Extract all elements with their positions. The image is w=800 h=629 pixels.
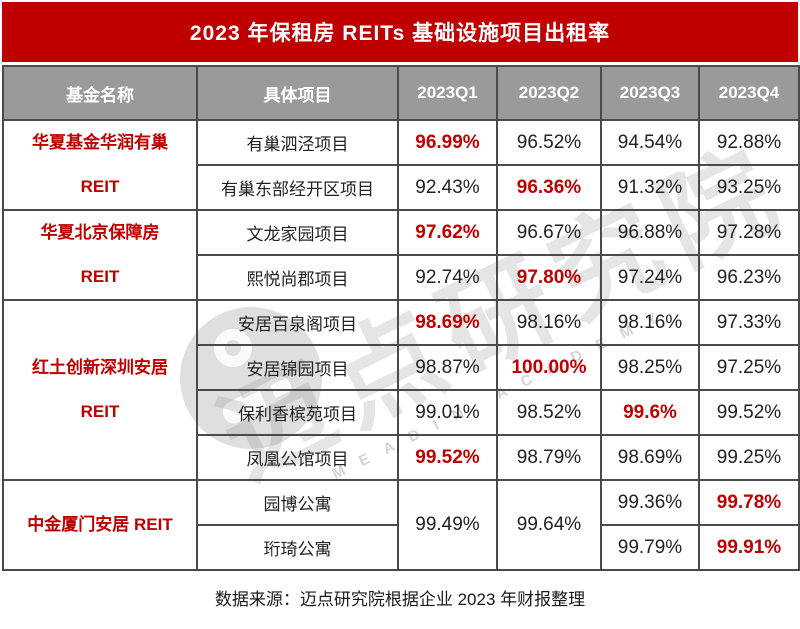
fund-name-cell: 红土创新深圳安居 REIT: [2, 299, 198, 481]
value-cell-highlight: 97.80%: [496, 254, 602, 301]
project-cell: 有巢东部经开区项目: [196, 164, 399, 211]
table-row: 有巢东部经开区项目 92.43% 96.36% 91.32% 93.25%: [3, 164, 800, 211]
header-2023q2: 2023Q2: [496, 65, 602, 121]
fund-name-cell: 中金厦门安居 REIT: [2, 479, 198, 571]
value-cell: 97.33%: [698, 299, 800, 346]
table-row: 华夏基金华润有巢 REIT 有巢泗泾项目 96.99% 96.52% 94.54% 92.8…: [2, 119, 800, 211]
value-cell: 92.43%: [397, 164, 498, 211]
data-source-note: 数据来源：迈点研究院根据企业 2023 年财报整理: [214, 590, 586, 609]
header-2023q4: 2023Q4: [698, 65, 800, 121]
value-cell-highlight: 99.91%: [698, 524, 800, 571]
project-cell: 安居百泉阁项目: [196, 299, 399, 346]
value-cell: 99.49%: [397, 479, 498, 571]
project-cell: 熙悦尚郡项目: [196, 254, 399, 301]
value-cell: 99.01%: [397, 389, 498, 436]
value-cell: 98.79%: [496, 434, 602, 481]
value-cell: 99.52%: [698, 389, 800, 436]
value-cell: 98.87%: [397, 344, 498, 391]
fund-name-line: 华夏北京保障房: [40, 223, 160, 242]
header-2023q3: 2023Q3: [600, 65, 700, 121]
header-project: 具体项目: [196, 65, 399, 121]
value-cell: 91.32%: [600, 164, 700, 211]
value-cell: 96.88%: [600, 209, 700, 256]
project-cell: 有巢泗泾项目: [196, 119, 399, 166]
value-cell: 96.67%: [496, 209, 602, 256]
table-row: 安居锦园项目 98.87% 100.00% 98.25% 97.25%: [3, 344, 800, 391]
occupancy-table: 基金名称 具体项目 2023Q1 2023Q2 2023Q3 2023Q4 华夏…: [2, 65, 800, 571]
value-cell-highlight: 99.6%: [600, 389, 700, 436]
fund-name-line: REIT: [80, 267, 120, 286]
value-cell: 99.36%: [600, 479, 700, 526]
value-cell: 93.25%: [698, 164, 800, 211]
fund-name-line: 华夏基金华润有巢: [32, 133, 168, 152]
fund-name-cell: 华夏北京保障房 REIT: [2, 209, 198, 301]
header-row: 基金名称 具体项目 2023Q1 2023Q2 2023Q3 2023Q4: [2, 65, 800, 121]
header-fund-name: 基金名称: [2, 65, 198, 121]
table-row: 熙悦尚郡项目 92.74% 97.80% 97.24% 96.23%: [3, 254, 800, 301]
value-cell-highlight: 96.36%: [496, 164, 602, 211]
project-cell: 园博公寓: [196, 479, 399, 526]
value-cell-highlight: 100.00%: [496, 344, 602, 391]
project-cell: 凤凰公馆项目: [196, 434, 399, 481]
value-cell-highlight: 96.99%: [397, 119, 498, 166]
value-cell: 96.23%: [698, 254, 800, 301]
project-cell: 珩琦公寓: [196, 524, 399, 571]
value-cell: 98.69%: [600, 434, 700, 481]
table-row: 珩琦公寓 99.79% 99.91%: [3, 524, 800, 571]
value-cell: 94.54%: [600, 119, 700, 166]
page-title: 2023 年保租房 REITs 基础设施项目出租率: [2, 2, 798, 62]
table-row: 中金厦门安居 REIT 园博公寓 99.49% 99.64% 99.36% 99.78%: [2, 479, 800, 571]
value-cell-highlight: 99.52%: [397, 434, 498, 481]
value-cell: 98.25%: [600, 344, 700, 391]
project-cell: 文龙家园项目: [196, 209, 399, 256]
project-cell: 安居锦园项目: [196, 344, 399, 391]
fund-name-line: 中金厦门安居 REIT: [27, 515, 173, 534]
value-cell: 92.74%: [397, 254, 498, 301]
project-cell: 保利香槟苑项目: [196, 389, 399, 436]
table-row: 华夏北京保障房 REIT 文龙家园项目 97.62% 96.67% 96.88% 97.28…: [2, 209, 800, 301]
value-cell: 97.28%: [698, 209, 800, 256]
table-row: 凤凰公馆项目 99.52% 98.79% 98.69% 99.25%: [3, 434, 800, 481]
fund-name-cell: 华夏基金华润有巢 REIT: [2, 119, 198, 211]
table-row: 红土创新深圳安居 REIT 安居百泉阁项目 98.69% 98.16% 98.16% 97.…: [2, 299, 800, 481]
header-2023q1: 2023Q1: [397, 65, 498, 121]
value-cell: 99.79%: [600, 524, 700, 571]
value-cell-highlight: 98.69%: [397, 299, 498, 346]
value-cell: 99.25%: [698, 434, 800, 481]
value-cell: 98.16%: [600, 299, 700, 346]
fund-name-line: REIT: [80, 402, 120, 421]
value-cell: 97.24%: [600, 254, 700, 301]
value-cell-highlight: 99.78%: [698, 479, 800, 526]
value-cell: 98.52%: [496, 389, 602, 436]
fund-name-line: 红土创新深圳安居: [32, 358, 168, 377]
value-cell: 98.16%: [496, 299, 602, 346]
value-cell: 92.88%: [698, 119, 800, 166]
value-cell: 99.64%: [496, 479, 602, 571]
fund-name-line: REIT: [80, 177, 120, 196]
value-cell: 97.25%: [698, 344, 800, 391]
table-body: 华夏基金华润有巢 REIT 有巢泗泾项目 96.99% 96.52% 94.54% 92.8…: [2, 119, 800, 571]
value-cell: 96.52%: [496, 119, 602, 166]
value-cell-highlight: 97.62%: [397, 209, 498, 256]
